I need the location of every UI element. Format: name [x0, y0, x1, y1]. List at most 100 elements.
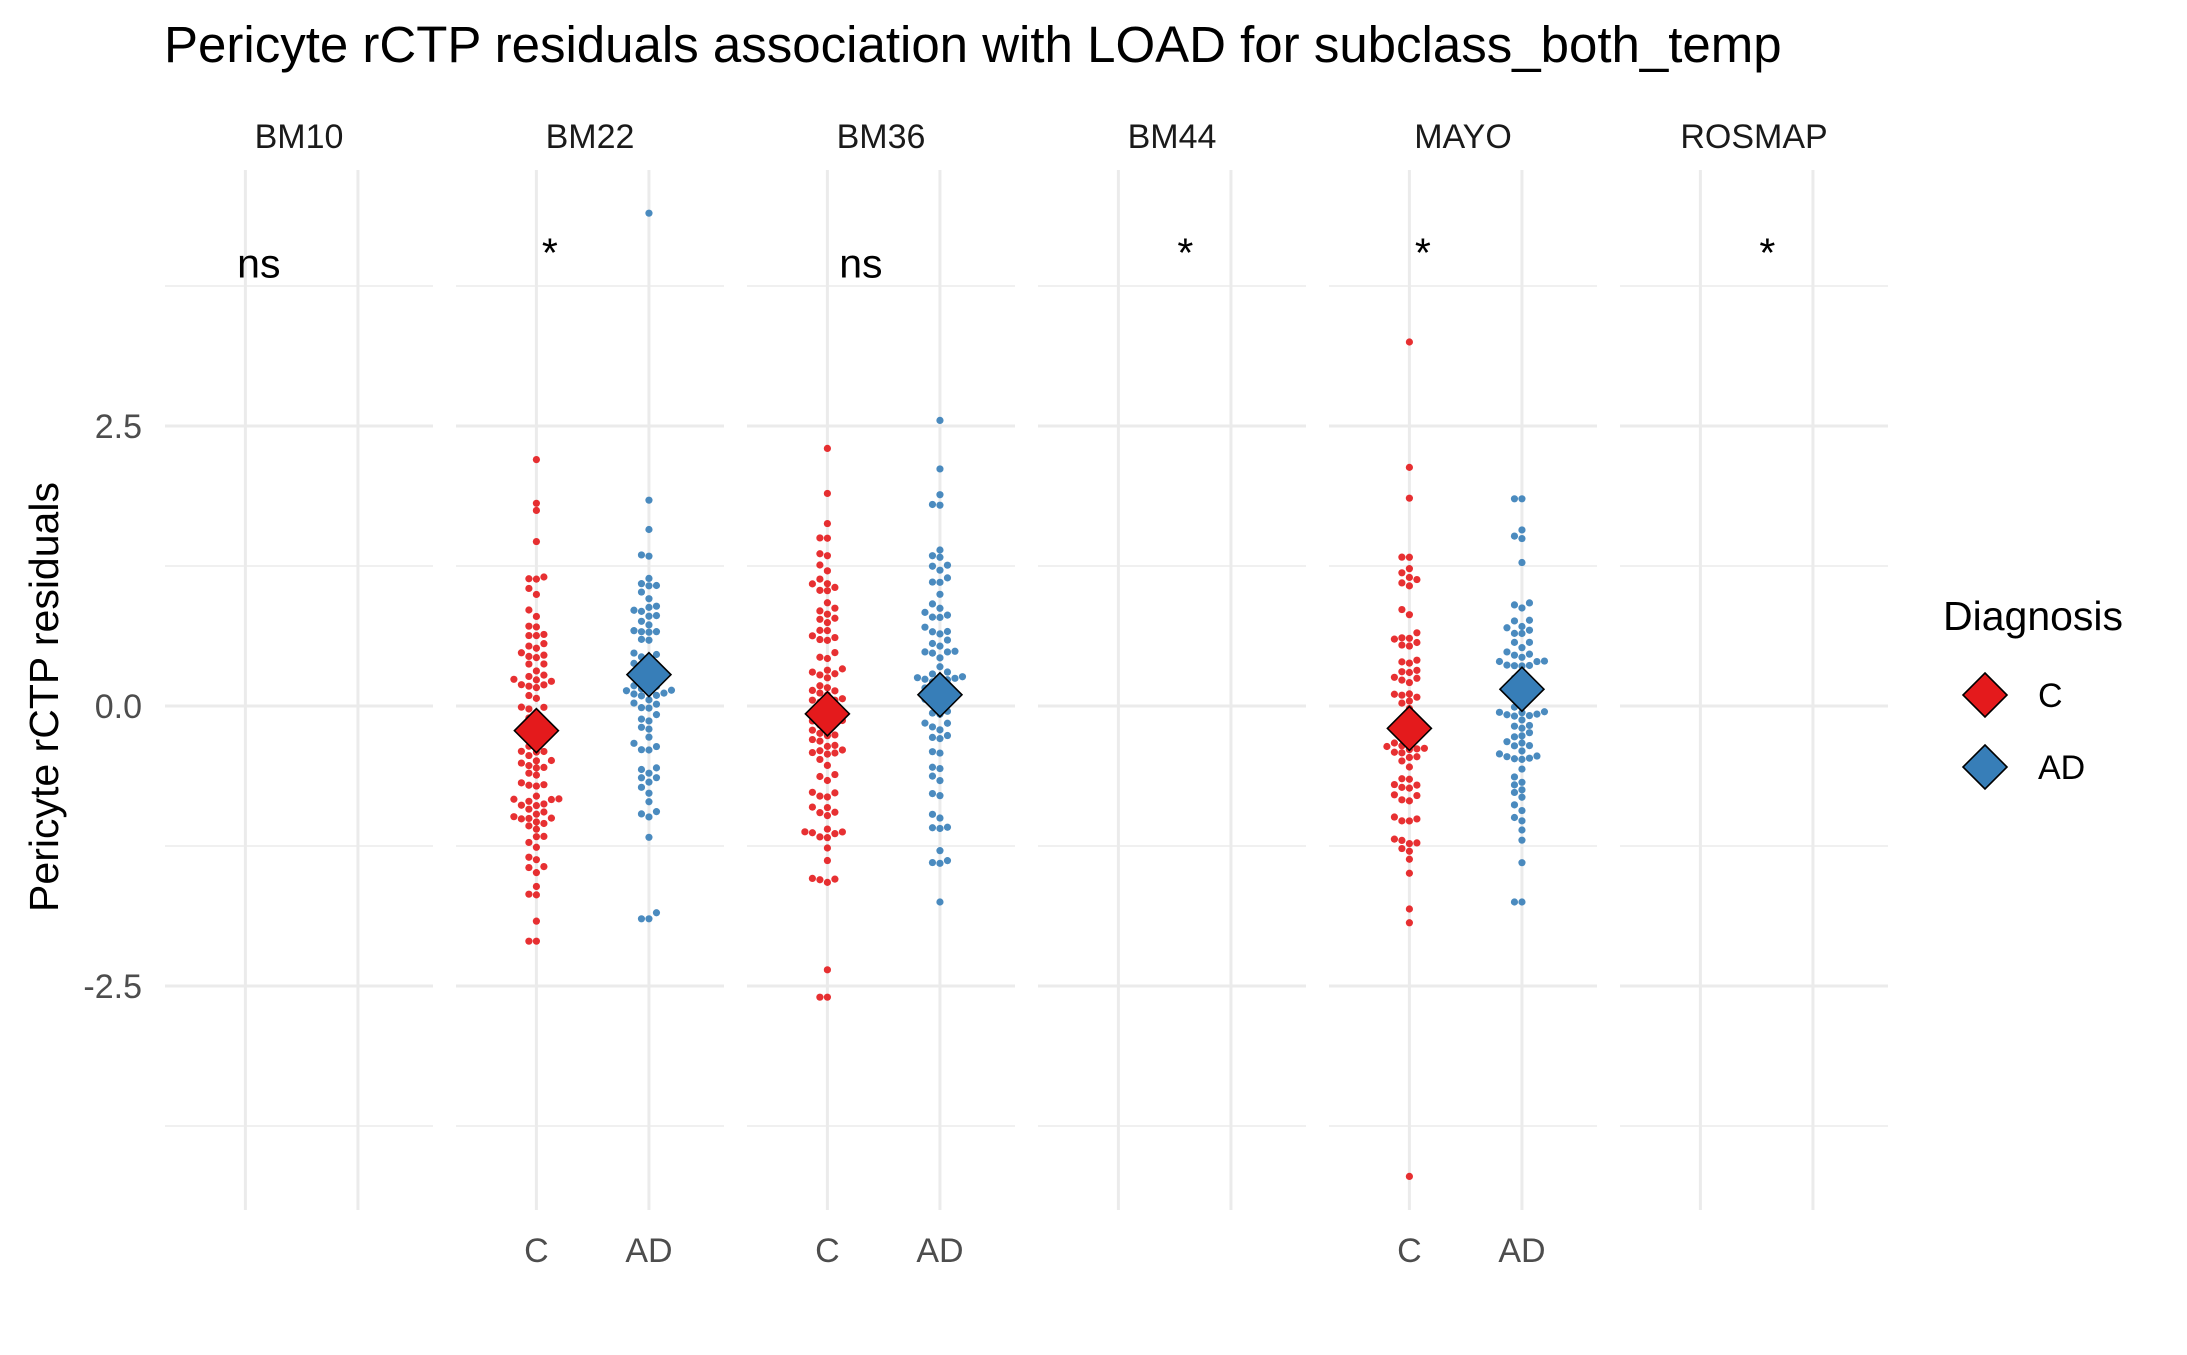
data-point: [936, 553, 944, 561]
data-point: [1398, 749, 1406, 757]
data-point: [532, 757, 541, 765]
data-point: [823, 580, 832, 588]
data-point: [1510, 617, 1519, 625]
data-point: [637, 704, 646, 712]
data-point: [808, 686, 817, 695]
chart-title: Pericyte rCTP residuals association with…: [164, 16, 1782, 73]
data-point: [816, 653, 824, 661]
data-point: [1405, 697, 1413, 705]
data-point: [532, 825, 541, 833]
data-point: [540, 862, 548, 871]
data-point: [1398, 783, 1406, 791]
data-point: [823, 619, 832, 627]
data-point: [921, 719, 929, 727]
data-point: [1518, 755, 1526, 763]
data-point: [637, 607, 646, 615]
data-point: [525, 652, 533, 660]
data-point: [838, 746, 847, 754]
data-point: [1405, 690, 1413, 698]
data-point: [1405, 1172, 1413, 1180]
data-point: [831, 731, 839, 739]
facet-panel-rosmap: ROSMAP *: [1680, 118, 1827, 275]
data-point: [943, 857, 952, 865]
data-point: [1413, 745, 1421, 753]
data-point: [1398, 676, 1406, 684]
mean-diamond-ad: [625, 651, 673, 698]
data-point: [1390, 673, 1398, 681]
data-point: [645, 798, 653, 806]
data-point: [1510, 813, 1519, 822]
data-point: [838, 828, 847, 836]
data-point: [1518, 806, 1526, 815]
data-point: [1518, 765, 1526, 773]
data-point: [532, 632, 541, 640]
data-point: [532, 499, 541, 507]
data-point: [823, 567, 832, 575]
data-point: [532, 676, 541, 684]
data-point: [831, 614, 839, 622]
data-point: [831, 670, 839, 678]
data-point: [936, 898, 944, 906]
data-point: [1390, 739, 1398, 747]
data-point: [637, 628, 646, 636]
data-point: [823, 834, 832, 842]
data-point: [645, 628, 653, 636]
data-point: [637, 635, 646, 643]
data-point: [1503, 753, 1511, 761]
data-point: [928, 763, 937, 771]
data-point: [831, 749, 839, 757]
data-point: [831, 687, 839, 695]
data-point: [823, 684, 832, 692]
significance-label: *: [1177, 229, 1193, 275]
data-point: [652, 711, 661, 719]
data-point: [936, 642, 944, 650]
data-point: [547, 814, 556, 822]
data-point: [936, 749, 944, 757]
data-point: [936, 546, 944, 554]
data-point: [645, 733, 653, 741]
data-point: [532, 575, 541, 583]
data-point: [645, 582, 653, 590]
data-point: [645, 209, 653, 217]
data-point: [808, 668, 817, 676]
data-point: [637, 765, 646, 774]
data-point: [936, 604, 944, 612]
data-point: [936, 501, 944, 509]
data-point: [1405, 753, 1413, 762]
facet-strip-label: BM10: [255, 118, 344, 156]
data-point: [532, 537, 541, 546]
data-point: [816, 792, 824, 800]
data-point: [936, 663, 944, 671]
data-point: [816, 729, 824, 737]
data-point: [831, 789, 839, 797]
data-point: [951, 674, 959, 682]
data-point: [936, 613, 944, 621]
significance-label: ns: [237, 241, 280, 287]
data-point: [645, 813, 653, 821]
data-point: [808, 788, 817, 796]
data-point: [1503, 738, 1511, 746]
data-point: [637, 692, 646, 700]
facet-strip-label: BM44: [1128, 118, 1217, 156]
data-point: [1398, 757, 1406, 765]
data-point: [1398, 658, 1406, 666]
y-tick-label: -2.5: [83, 968, 142, 1006]
data-point: [816, 607, 824, 615]
data-point: [1398, 668, 1406, 676]
data-point: [637, 746, 646, 754]
data-point: [1510, 742, 1519, 750]
data-point: [510, 813, 518, 821]
data-point: [645, 496, 653, 504]
data-point: [831, 830, 839, 838]
data-point: [1390, 690, 1398, 698]
data-point: [921, 623, 929, 631]
data-point: [1510, 532, 1519, 540]
data-point: [936, 578, 944, 586]
data-point: [645, 915, 653, 923]
data-point: [1525, 661, 1534, 670]
significance-label: *: [1415, 229, 1431, 275]
data-point: [532, 590, 541, 599]
data-point: [823, 812, 832, 820]
data-point: [525, 814, 533, 823]
